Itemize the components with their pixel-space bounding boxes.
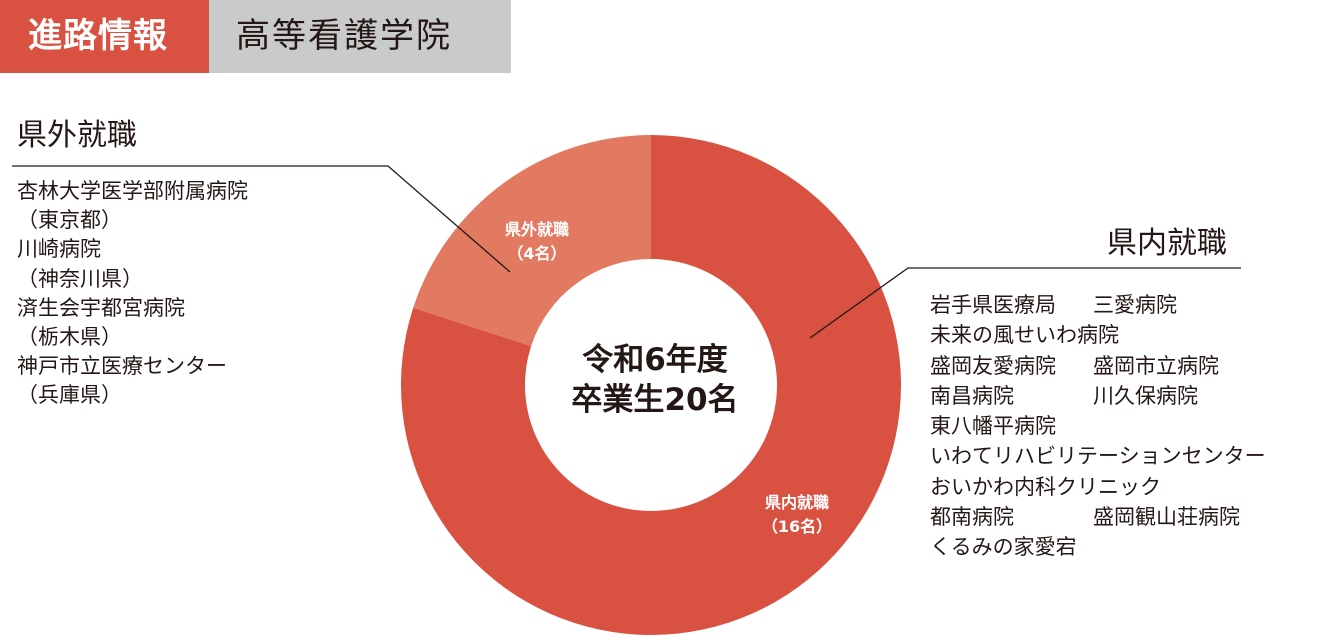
out-of-prefecture-item: 川崎病院 [17, 237, 101, 262]
in-prefecture-row: 都南病院 盛岡観山荘病院 [930, 502, 1272, 532]
out-of-prefecture-item: （栃木県） [17, 325, 122, 350]
in-prefecture-item: くるみの家愛宕 [930, 535, 1077, 560]
out-of-prefecture-heading: 県外就職 [17, 118, 137, 153]
slice-label-value: （16名） [762, 517, 832, 536]
out-of-prefecture-item: （神奈川県） [17, 266, 143, 291]
in-prefecture-heading: 県内就職 [1107, 226, 1227, 261]
in-prefecture-row: いわてリハビリテーションセンター [930, 441, 1272, 471]
chart-center-label: 令和6年度 卒業生20名 [540, 340, 770, 420]
leader-line-out [12, 165, 511, 273]
pie-slice-in-prefecture [401, 135, 901, 636]
in-prefecture-row: 未来の風せいわ病院 [930, 320, 1272, 350]
center-label-total: 卒業生20名 [571, 382, 739, 418]
leader-line-in [809, 267, 1241, 339]
in-prefecture-item: いわてリハビリテーションセンター [930, 444, 1266, 469]
in-prefecture-item: 盛岡友愛病院 [930, 353, 1056, 378]
in-prefecture-item: 盛岡市立病院 [1093, 353, 1219, 378]
in-prefecture-item: 未来の風せいわ病院 [930, 323, 1119, 348]
in-prefecture-row: 南昌病院 川久保病院 [930, 381, 1272, 411]
center-label-year: 令和6年度 [582, 342, 728, 378]
in-prefecture-row: 盛岡友愛病院 盛岡市立病院 [930, 351, 1272, 381]
in-prefecture-item: 盛岡観山荘病院 [1093, 505, 1240, 530]
header-badge: 進路情報 [0, 0, 209, 73]
in-prefecture-item: 東八幡平病院 [930, 414, 1056, 439]
in-prefecture-item: 川久保病院 [1093, 383, 1198, 408]
slice-label-category: 県内就職 [765, 493, 829, 512]
in-prefecture-item: 都南病院 [930, 505, 1014, 530]
out-of-prefecture-item: （東京都） [17, 208, 122, 233]
in-prefecture-item: 三愛病院 [1093, 293, 1177, 317]
out-of-prefecture-item: 神戸市立医療センター [17, 354, 227, 379]
slice-label-category: 県外就職 [505, 220, 569, 239]
header-subtitle: 高等看護学院 [209, 0, 511, 73]
in-prefecture-list: 岩手県医療局 三愛病院未来の風せいわ病院 盛岡友愛病院 盛岡市立病院南昌病院 川久保病… [930, 290, 1272, 563]
out-of-prefecture-list: 杏林大学医学部附属病院 （東京都） 川崎病院 （神奈川県） 済生会宇都宮病院 （栃木県） 神… [17, 177, 248, 411]
in-prefecture-row: 岩手県医療局 三愛病院 [930, 290, 1272, 320]
in-prefecture-item: 岩手県医療局 [930, 293, 1056, 317]
slice-label-value: （4名） [507, 244, 566, 263]
out-of-prefecture-item: 杏林大学医学部附属病院 [17, 179, 248, 203]
out-of-prefecture-item: （兵庫県） [17, 383, 122, 408]
in-prefecture-row: おいかわ内科クリニック [930, 472, 1272, 502]
in-prefecture-row: 東八幡平病院 [930, 411, 1272, 441]
in-prefecture-item: 南昌病院 [930, 383, 1014, 408]
in-prefecture-item: おいかわ内科クリニック [930, 474, 1161, 499]
out-of-prefecture-item: 済生会宇都宮病院 [17, 295, 185, 320]
in-prefecture-row: くるみの家愛宕 [930, 532, 1272, 562]
pie-slice-out-of-prefecture [413, 135, 651, 347]
